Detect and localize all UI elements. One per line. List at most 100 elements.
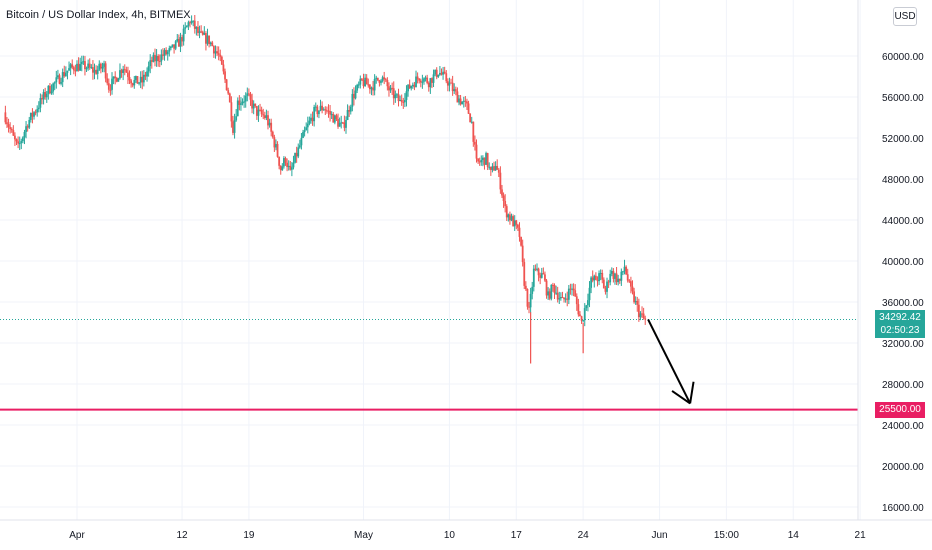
candle-body bbox=[337, 119, 339, 127]
candle-body bbox=[87, 63, 90, 69]
candle-body bbox=[252, 103, 255, 109]
current-price-tag: 34292.42 02:50:23 bbox=[875, 309, 925, 338]
candle-body bbox=[154, 54, 156, 62]
candle-body bbox=[488, 166, 491, 168]
candle-body bbox=[612, 270, 615, 279]
candle-body bbox=[281, 166, 284, 171]
candle-body bbox=[240, 103, 242, 105]
candle-body bbox=[474, 141, 476, 145]
candle-body bbox=[90, 67, 93, 69]
candle-body bbox=[79, 64, 82, 71]
candle-body bbox=[311, 117, 314, 122]
candle-body bbox=[34, 112, 37, 114]
candle-body bbox=[203, 33, 206, 35]
candle-body bbox=[477, 158, 479, 162]
candle-body bbox=[545, 280, 548, 296]
candle-body bbox=[335, 115, 338, 120]
candle-body bbox=[424, 77, 427, 79]
candle-body bbox=[313, 107, 316, 122]
candle-body bbox=[394, 94, 397, 99]
candle-body bbox=[431, 78, 433, 83]
currency-button[interactable]: USD bbox=[893, 7, 917, 26]
candle-body bbox=[141, 76, 144, 83]
candle-body bbox=[179, 37, 182, 47]
candle-body bbox=[383, 77, 386, 80]
candle-body bbox=[157, 55, 160, 62]
candle-body bbox=[12, 130, 15, 136]
candle-body bbox=[198, 31, 201, 33]
candle-body bbox=[290, 167, 293, 170]
candle-body bbox=[29, 112, 32, 120]
candle-body bbox=[364, 77, 366, 87]
candle-body bbox=[184, 27, 187, 29]
candle-body bbox=[119, 70, 121, 79]
candle-body bbox=[53, 82, 56, 84]
candle-body bbox=[117, 78, 120, 82]
candle-body bbox=[305, 127, 308, 131]
candle-body bbox=[233, 120, 236, 133]
candle-body bbox=[208, 35, 211, 45]
candle-body bbox=[556, 292, 559, 300]
candle-body bbox=[300, 137, 303, 146]
candle-body bbox=[310, 117, 312, 121]
candle-body bbox=[518, 227, 521, 237]
candle-body bbox=[567, 288, 570, 300]
candle-body bbox=[338, 122, 341, 127]
candle-body bbox=[644, 318, 647, 320]
candle-body bbox=[440, 72, 443, 75]
candle-body bbox=[92, 67, 94, 73]
candle-body bbox=[306, 123, 309, 128]
candle-body bbox=[9, 127, 12, 129]
candle-body bbox=[380, 80, 382, 83]
candle-body bbox=[162, 54, 164, 56]
candle-body bbox=[354, 90, 357, 99]
candle-body bbox=[494, 165, 497, 171]
candle-body bbox=[539, 275, 542, 278]
candle-body bbox=[136, 76, 139, 84]
candle-body bbox=[15, 139, 18, 142]
candle-body bbox=[520, 236, 522, 246]
candle-body bbox=[80, 61, 83, 65]
candle-body bbox=[630, 281, 632, 287]
candle-body bbox=[381, 77, 384, 81]
candle-body bbox=[158, 61, 161, 63]
candle-body bbox=[103, 63, 105, 67]
candle-body bbox=[475, 144, 478, 159]
candle-body bbox=[341, 122, 344, 124]
candle-body bbox=[357, 84, 360, 86]
candle-body bbox=[55, 77, 58, 83]
x-tick-label: Apr bbox=[69, 530, 85, 541]
candle-body bbox=[625, 266, 628, 275]
candle-body bbox=[74, 70, 77, 72]
candle-body bbox=[268, 122, 271, 126]
candle-body bbox=[104, 63, 107, 79]
candle-body bbox=[330, 114, 333, 116]
candle-body bbox=[481, 157, 484, 161]
price-axis[interactable]: 60000.00 56000.00 52000.00 48000.00 44000.00… bbox=[882, 52, 924, 514]
candle-body bbox=[7, 124, 10, 128]
candle-body bbox=[642, 313, 645, 319]
candle-body bbox=[295, 152, 298, 157]
y-tick-label: 56000.00 bbox=[882, 93, 924, 104]
y-tick-label: 52000.00 bbox=[882, 134, 924, 145]
time-axis[interactable]: Apr 12 19 May 10 17 24 Jun 15:00 14 21 bbox=[69, 530, 866, 541]
candle-body bbox=[547, 291, 550, 296]
candle-body bbox=[458, 98, 460, 103]
candle-body bbox=[426, 77, 429, 83]
candle-body bbox=[327, 110, 330, 112]
candle-body bbox=[58, 75, 61, 84]
candle-body bbox=[10, 128, 13, 131]
candle-body bbox=[423, 78, 425, 82]
candle-body bbox=[553, 285, 556, 294]
candle-body bbox=[636, 300, 639, 305]
candle-body bbox=[68, 68, 70, 71]
candle-body bbox=[181, 37, 183, 42]
candle-body bbox=[472, 121, 475, 142]
candle-body bbox=[255, 106, 258, 116]
candle-body bbox=[521, 245, 524, 263]
candle-body bbox=[365, 77, 368, 85]
candle-body bbox=[566, 298, 569, 300]
candle-body bbox=[559, 297, 562, 299]
candle-body bbox=[262, 114, 265, 116]
